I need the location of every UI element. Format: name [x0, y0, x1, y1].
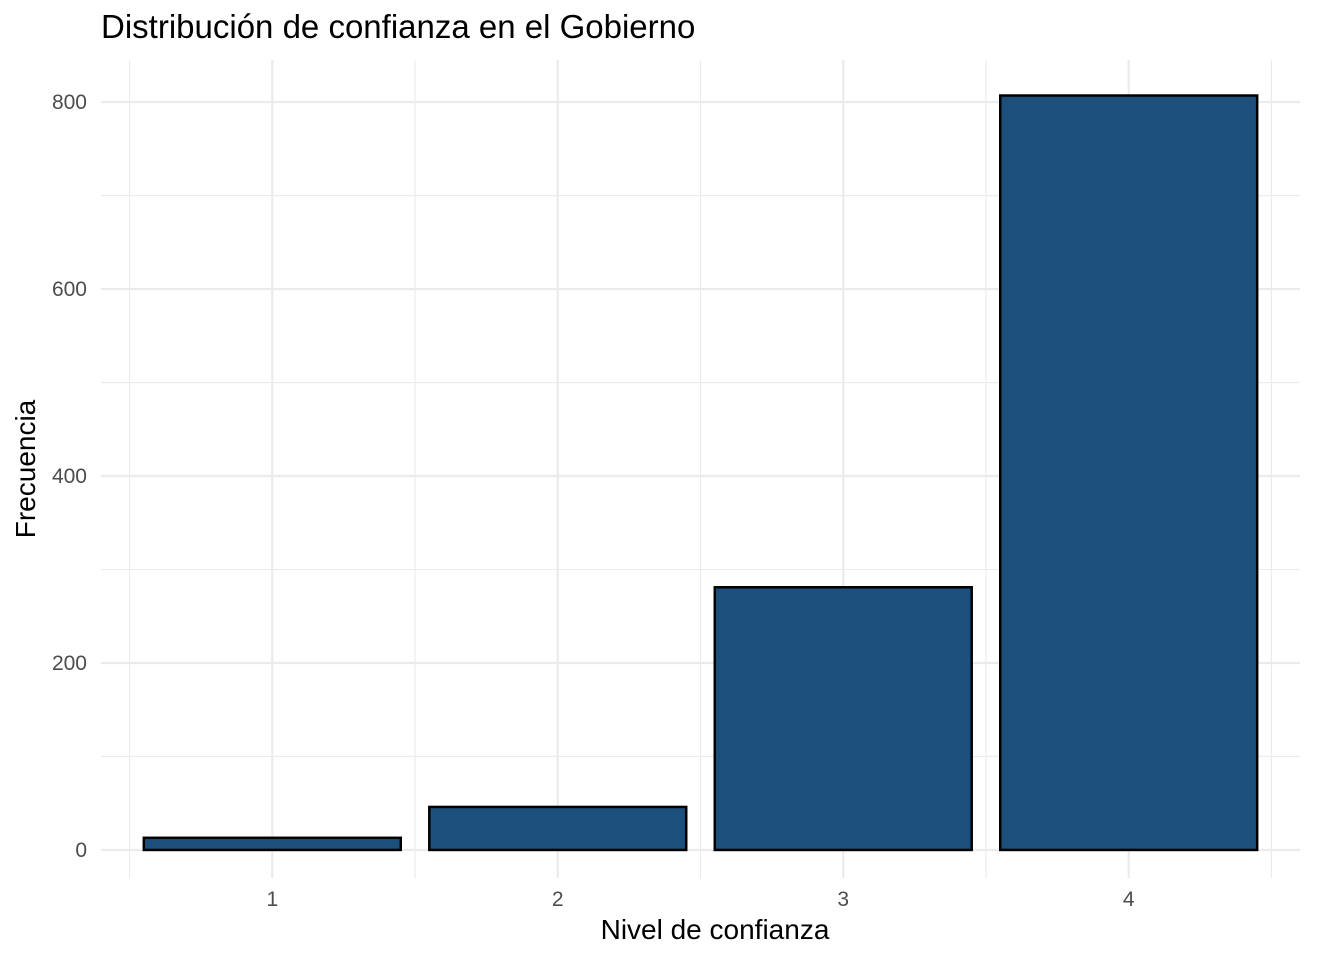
y-axis-label: Frecuencia [10, 399, 41, 538]
bar-4 [999, 94, 1259, 852]
x-tick-label: 3 [837, 888, 849, 911]
y-tick-label: 800 [52, 91, 87, 114]
bar-2 [428, 805, 688, 852]
x-tick-labels: 1 2 3 4 [266, 888, 1134, 911]
y-tick-label: 600 [52, 278, 87, 301]
y-tick-label: 0 [75, 839, 87, 862]
x-tick-label: 4 [1123, 888, 1135, 911]
bar-1 [142, 836, 402, 852]
y-tick-label: 400 [52, 465, 87, 488]
x-tick-label: 2 [552, 888, 564, 911]
x-axis-label: Nivel de confianza [601, 914, 830, 945]
bars [142, 94, 1259, 852]
chart-title: Distribución de confianza en el Gobierno [101, 8, 695, 45]
y-tick-labels: 0 200 400 600 800 [52, 91, 87, 862]
x-tick-label: 1 [266, 888, 278, 911]
y-tick-label: 200 [52, 652, 87, 675]
bar-3 [713, 586, 973, 852]
